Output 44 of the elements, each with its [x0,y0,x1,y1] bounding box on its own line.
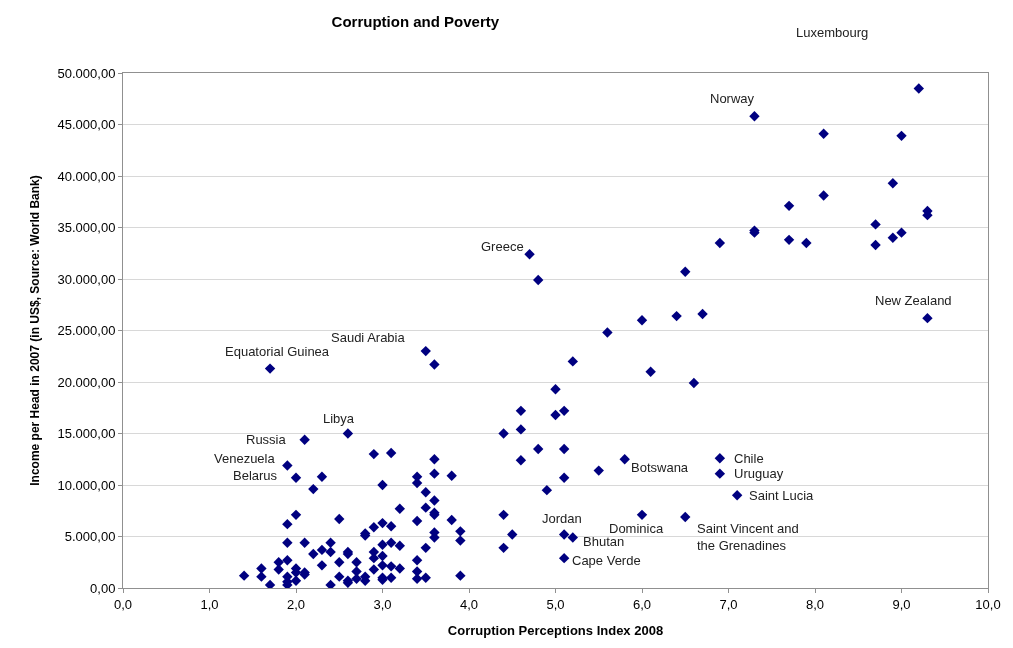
y-tick-label: 45.000,00 [57,117,116,133]
y-tick-label: 15.000,00 [57,426,116,442]
annotation: Norway [710,91,755,106]
x-tick-label: 1,0 [200,596,219,612]
annotation: Saudi Arabia [331,330,406,345]
y-tick-label: 20.000,00 [57,374,116,390]
x-tick-label: 2,0 [286,596,306,612]
y-axis-title: Income per Head in 2007 (in US$, Source: World Bank) [27,175,42,486]
x-tick-label: 0,0 [113,596,133,612]
y-tick-label: 5.000,00 [64,529,116,545]
y-tick-label: 30.000,00 [57,271,116,287]
annotation: Saint Lucia [749,488,815,503]
annotation: Equatorial Guinea [225,344,330,359]
annotation: Libya [323,411,355,426]
x-axis-title: Corruption Perceptions Index 2008 [447,623,664,639]
x-tick-label: 5,0 [546,596,565,612]
y-tick-label: 0,00 [90,580,116,596]
y-tick-label: 50.000,00 [57,65,116,81]
annotation: New Zealand [875,293,952,308]
x-tick-label: 8,0 [805,596,825,612]
annotation: Greece [481,239,524,254]
x-tick-label: 10,0 [975,596,1001,612]
y-tick-label: 40.000,00 [57,168,116,184]
y-tick-label: 35.000,00 [57,220,116,236]
annotation: Cape Verde [572,553,641,568]
annotation: Botswana [631,460,689,475]
y-tick-label: 10.000,00 [57,477,116,493]
annotation: Venezuela [214,451,276,466]
x-tick-label: 4,0 [459,596,479,612]
chart-title: Corruption and Poverty [331,12,500,30]
x-tick-label: 9,0 [892,596,911,612]
x-tick-label: 3,0 [373,596,392,612]
annotation: Jordan [542,511,582,526]
annotation: Saint Vincent and the Grenadines [697,521,799,553]
annotation: Chile [734,451,764,466]
annotation: Uruguay [734,466,784,481]
text: Luxembourg [796,25,869,40]
annotation: Dominica [609,521,664,536]
annotation: Bhutan [583,534,625,549]
x-tick-label: 7,0 [719,596,738,612]
annotation: Russia [246,432,287,447]
x-tick-label: 6,0 [632,596,652,612]
annotation: Belarus [233,468,278,483]
y-tick-label: 25.000,00 [57,323,116,339]
